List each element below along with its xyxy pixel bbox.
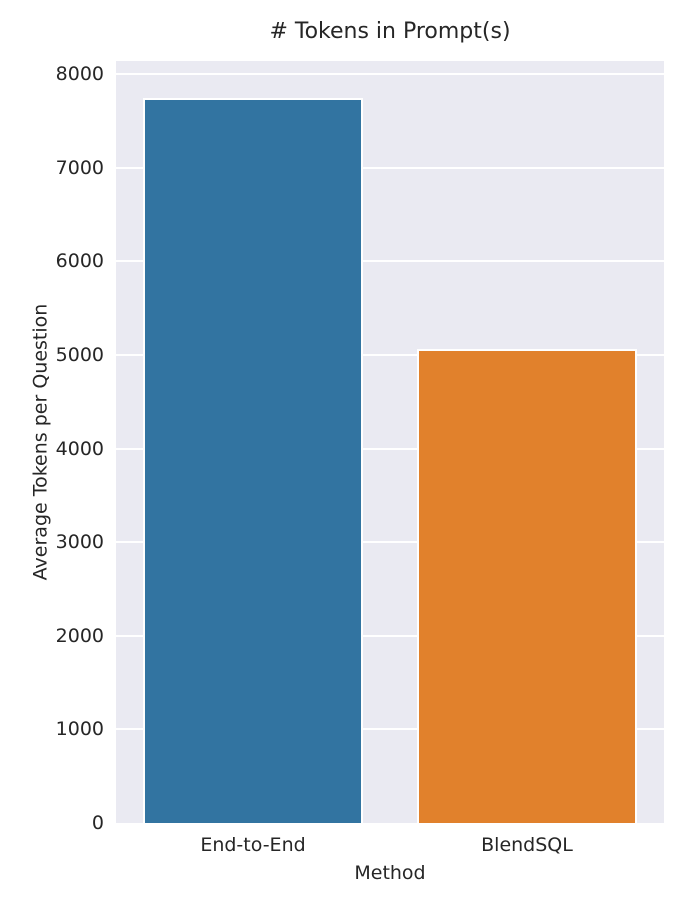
x-tick-label-end-to-end: End-to-End (200, 834, 306, 856)
gridline-y-4000 (116, 447, 664, 450)
y-tick-label-0: 0 (91, 812, 104, 834)
y-tick-label-2000: 2000 (55, 624, 104, 647)
y-tick-label-1000: 1000 (55, 718, 104, 741)
gridline-y-3000 (116, 541, 664, 544)
gridline-y-7000 (116, 166, 664, 169)
y-tick-label-3000: 3000 (55, 531, 104, 554)
y-tick-label-4000: 4000 (55, 437, 104, 460)
y-tick-label-7000: 7000 (55, 156, 104, 179)
bar-end-to-end (143, 97, 363, 823)
x-axis-label: Method (354, 862, 426, 884)
y-tick-label-8000: 8000 (55, 63, 104, 86)
gridline-y-6000 (116, 260, 664, 263)
y-tick-label-6000: 6000 (55, 250, 104, 273)
gridline-y-2000 (116, 634, 664, 637)
chart-title: # Tokens in Prompt(s) (269, 19, 511, 44)
gridline-y-5000 (116, 353, 664, 356)
gridline-y-1000 (116, 728, 664, 731)
plot-area (116, 61, 664, 823)
x-tick-label-blendsql: BlendSQL (481, 834, 573, 856)
bar-blendsql (417, 348, 637, 823)
y-tick-label-5000: 5000 (55, 343, 104, 366)
gridline-y-8000 (116, 73, 664, 76)
